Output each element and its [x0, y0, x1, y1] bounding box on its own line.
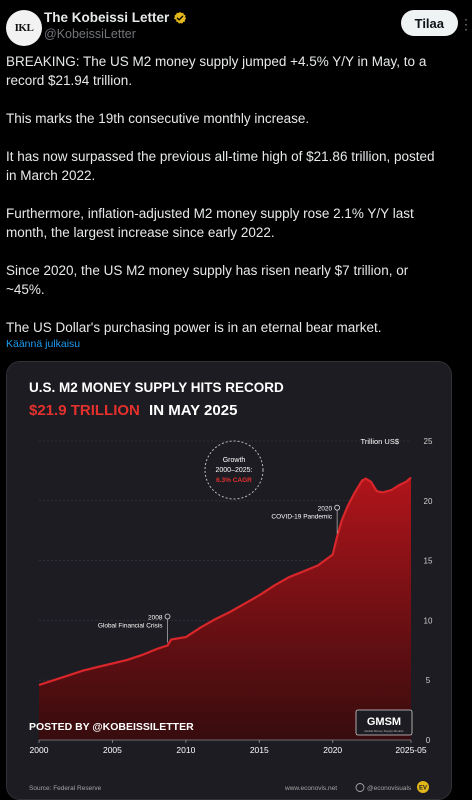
more-options-icon[interactable]: ⋮	[459, 15, 472, 32]
y-tick-label: 20	[424, 497, 433, 506]
social-label: @econovisuals	[367, 785, 412, 792]
gmsm-logo-text: GMSM	[367, 716, 401, 728]
chart-subtitle-rest: IN MAY 2025	[149, 402, 237, 419]
y-tick-label: 10	[424, 616, 433, 625]
y-tick-label: 15	[424, 557, 433, 566]
chart-area-layer	[38, 476, 412, 740]
chart-subtitle: $21.9 TRILLION IN MAY 2025	[29, 402, 237, 419]
annotation-year: 2020	[318, 506, 333, 513]
tweet-paragraph: Furthermore, inflation-adjusted M2 money…	[6, 206, 414, 240]
growth-badge-cagr: 6.3% CAGR	[216, 477, 252, 484]
growth-badge: Growth 2000–2025: 6.3% CAGR	[204, 440, 264, 500]
x-axis: 2000 2005 2010 2015 2020 2025-05	[30, 739, 427, 755]
website-label: www.econovis.net	[284, 785, 337, 792]
m2-area-chart: U.S. M2 MONEY SUPPLY HITS RECORD $21.9 T…	[7, 362, 451, 799]
avatar[interactable]: IKL	[6, 10, 42, 46]
tweet-paragraph: It has now surpassed the previous all-ti…	[6, 149, 435, 183]
social-handle: @econovisuals	[355, 783, 412, 792]
chart-title: U.S. M2 MONEY SUPPLY HITS RECORD	[29, 380, 284, 395]
series-line	[38, 476, 412, 687]
tweet-media-chart[interactable]: U.S. M2 MONEY SUPPLY HITS RECORD $21.9 T…	[6, 361, 452, 800]
chart-subtitle-highlight: $21.9 TRILLION	[29, 402, 140, 419]
x-tick-label: 2000	[30, 745, 49, 755]
y-axis: 0 5 10 15 20 25 Trillion US$	[361, 437, 433, 745]
gmsm-logo: GMSM Global Money Supply Monitor	[355, 709, 413, 736]
name-row: The Kobeissi Letter	[44, 10, 187, 25]
annotation-text: Global Financial Crisis	[98, 623, 163, 630]
x-tick-label: 2025-05	[395, 745, 426, 755]
tweet-paragraph: This marks the 19th consecutive monthly …	[6, 111, 310, 126]
growth-badge-line1: Growth	[223, 457, 246, 464]
series-area	[39, 477, 411, 740]
social-icon	[355, 783, 365, 792]
x-tick-label: 2015	[250, 745, 269, 755]
ev-badge: EV	[417, 781, 429, 793]
annotation-marker	[334, 504, 341, 511]
x-tick-label: 2020	[323, 745, 342, 755]
translate-post-link[interactable]: Käännä julkaisu	[6, 338, 81, 350]
tweet-paragraph: Since 2020, the US M2 money supply has r…	[6, 263, 409, 297]
verified-badge-icon[interactable]	[173, 11, 187, 25]
x-tick-label: 2005	[103, 745, 122, 755]
source-label: Source: Federal Reserve	[29, 785, 102, 792]
display-name[interactable]: The Kobeissi Letter	[44, 10, 170, 25]
y-unit-label: Trillion US$	[361, 437, 400, 446]
tweet-text: BREAKING: The US M2 money supply jumped …	[6, 52, 446, 337]
y-tick-label: 25	[424, 437, 433, 446]
subscribe-button[interactable]: Tilaa	[400, 10, 458, 36]
tweet-header: IKL The Kobeissi Letter @KobeissiLetter …	[0, 0, 472, 48]
annotation-year: 2008	[148, 615, 163, 622]
annotation-text: COVID-19 Pandemic	[271, 514, 332, 521]
ev-badge-text: EV	[419, 786, 427, 792]
growth-badge-line2: 2000–2025:	[216, 467, 253, 474]
tweet-paragraph: The US Dollar's purchasing power is in a…	[6, 320, 382, 335]
tweet-paragraph: BREAKING: The US M2 money supply jumped …	[6, 54, 427, 88]
y-tick-label: 0	[426, 736, 431, 745]
user-handle[interactable]: @KobeissiLetter	[44, 27, 136, 41]
gmsm-logo-subtitle: Global Money Supply Monitor	[364, 729, 403, 733]
y-tick-label: 5	[426, 676, 431, 685]
posted-by-label: POSTED BY @KOBEISSILETTER	[29, 721, 194, 733]
annotation-marker	[164, 613, 171, 620]
x-tick-label: 2010	[176, 745, 195, 755]
